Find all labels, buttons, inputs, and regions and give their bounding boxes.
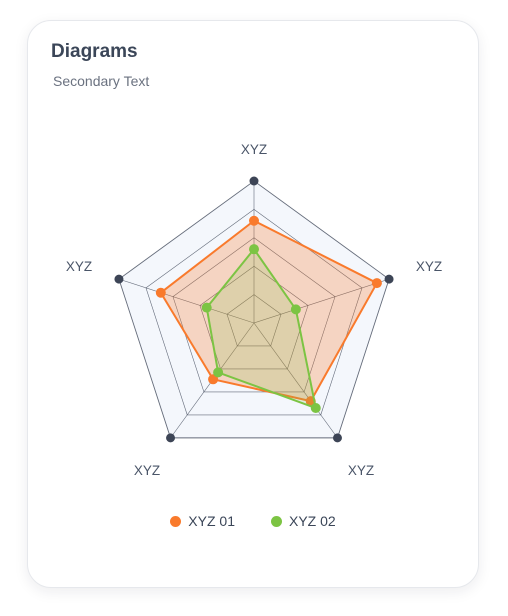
radar-series-1-point-2 (371, 278, 382, 289)
radar-series-2-point-4 (213, 367, 224, 378)
radar-axis-label-5: XYZ (66, 259, 92, 274)
legend-item-series-2[interactable]: XYZ 02 (271, 513, 336, 529)
radar-chart: XYZ XYZ XYZ XYZ XYZ (66, 142, 442, 478)
radar-series-1-point-4 (208, 374, 219, 385)
radar-series-2-area (205, 248, 317, 410)
radar-series-1-point-1 (249, 215, 259, 226)
chart-legend: XYZ 01 XYZ 02 (28, 513, 478, 529)
radar-grid-ring-3 (172, 237, 336, 393)
card-title: Diagrams (51, 41, 138, 62)
radar-vertex-2 (384, 274, 394, 284)
radar-spoke-5 (118, 278, 255, 324)
radar-axis-label-3: XYZ (348, 463, 374, 478)
radar-vertex-1 (249, 176, 259, 186)
legend-label-series-1: XYZ 01 (188, 513, 235, 529)
legend-label-series-2: XYZ 02 (289, 513, 336, 529)
radar-axis-label-4: XYZ (134, 463, 160, 478)
radar-spoke-2 (253, 278, 390, 324)
radar-series-2-point-3 (310, 403, 321, 414)
radar-vertex-5 (114, 274, 124, 284)
radar-grid-ring-1 (226, 294, 282, 347)
radar-grid-ring-5 (118, 180, 390, 439)
radar-vertex-4 (166, 433, 176, 443)
radar-axis-label-2: XYZ (416, 259, 442, 274)
legend-dot-series-2 (271, 515, 282, 527)
legend-dot-series-1 (170, 515, 182, 527)
legend-item-series-1[interactable]: XYZ 01 (170, 513, 235, 529)
radar-vertex-3 (332, 433, 342, 443)
radar-series-1-point-5 (155, 287, 166, 298)
diagram-card: Diagrams Secondary Text XYZ XYZ XYZ XYZ XYZ … (27, 20, 479, 588)
card-subtitle: Secondary Text (53, 73, 150, 89)
radar-grid-ring-4 (145, 209, 363, 416)
radar-spoke-3 (253, 322, 338, 439)
radar-grid-ring-2 (199, 265, 309, 370)
radar-series-2-point-1 (249, 244, 259, 255)
radar-axis-label-1: XYZ (241, 142, 267, 157)
radar-series-2 (201, 244, 321, 414)
radar-series-2-point-2 (290, 304, 301, 315)
radar-series-2-point-5 (201, 302, 212, 313)
